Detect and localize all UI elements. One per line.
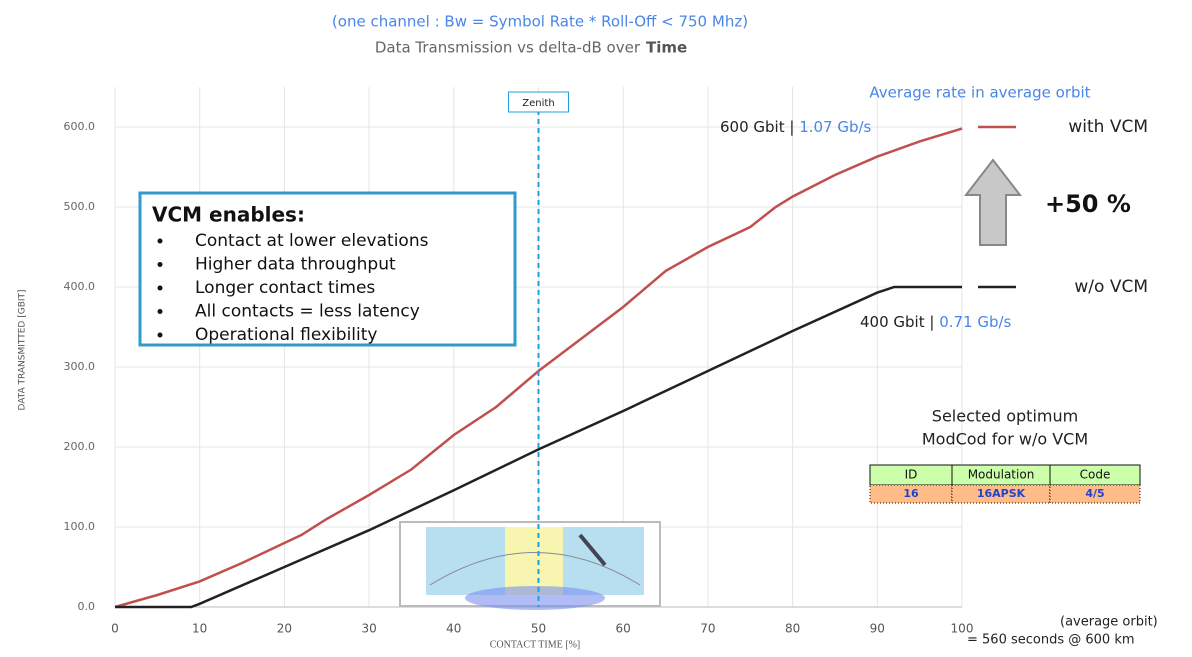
x-tick-label: 50 bbox=[531, 622, 546, 636]
legend-label: with VCM bbox=[1068, 117, 1148, 137]
legend-label: w/o VCM bbox=[1074, 277, 1148, 297]
x-tick-label: 30 bbox=[361, 622, 376, 636]
header-text: Code bbox=[1080, 468, 1111, 482]
zenith-box bbox=[508, 91, 569, 113]
row-cell bbox=[1049, 484, 1141, 504]
bullet bbox=[157, 309, 163, 314]
vcm-items: Contact at lower elevations Higher data t… bbox=[157, 231, 429, 345]
footnote: = 560 seconds @ 600 km bbox=[967, 633, 1135, 648]
vcm-item: Higher data throughput bbox=[195, 255, 396, 275]
y-tick-label: 0.0 bbox=[78, 600, 96, 613]
bullet bbox=[157, 238, 163, 244]
series-line bbox=[115, 285, 962, 609]
x-tick-label: 70 bbox=[700, 622, 715, 636]
rate-heading: Average rate in average orbit bbox=[869, 84, 1090, 102]
footnote: (average orbit) bbox=[1060, 615, 1158, 630]
rate-label: 0.71 Gb/s bbox=[939, 313, 1011, 331]
vcm-title: VCM enables: bbox=[152, 203, 305, 227]
vcm-item: All contacts = less latency bbox=[195, 302, 420, 322]
x-tick-label: 10 bbox=[192, 622, 207, 636]
x-tick-label: 90 bbox=[870, 622, 885, 636]
vcm-item: Longer contact times bbox=[195, 278, 375, 298]
total-label: 400 Gbit | bbox=[860, 313, 939, 331]
vcm-item: Operational flexibility bbox=[195, 325, 377, 345]
total-label: 600 Gbit | bbox=[720, 118, 799, 136]
modcod-title: ModCod for w/o VCM bbox=[922, 430, 1088, 449]
row-text: 16APSK bbox=[977, 487, 1026, 500]
marks: Zenith bbox=[114, 91, 963, 609]
end-label: 400 Gbit | 0.71 Gb/s bbox=[860, 313, 1012, 331]
bullet bbox=[157, 262, 163, 267]
subtitle: (one channel : Bw = Symbol Rate * Roll-O… bbox=[332, 13, 748, 31]
rate-label: 1.07 Gb/s bbox=[799, 118, 871, 136]
vcm-item: Contact at lower elevations bbox=[195, 231, 429, 251]
y-tick-label: 500.0 bbox=[64, 200, 96, 213]
y-tick-label: 400.0 bbox=[64, 280, 96, 293]
x-tick-label: 100 bbox=[951, 622, 974, 636]
modcod-title: Selected optimum bbox=[932, 407, 1078, 426]
y-tick-label: 300.0 bbox=[64, 360, 96, 373]
x-axis-label: CONTACT TIME [%] bbox=[490, 639, 581, 650]
inset-diagram bbox=[399, 521, 661, 610]
x-tick-label: 60 bbox=[616, 622, 631, 636]
bullet bbox=[157, 285, 163, 291]
row-cell bbox=[951, 484, 1051, 504]
x-tick-label: 80 bbox=[785, 622, 800, 636]
header-text: ID bbox=[905, 468, 918, 482]
y-tick-label: 200.0 bbox=[64, 440, 96, 453]
y-tick-label: 600.0 bbox=[64, 120, 96, 133]
x-tick-label: 40 bbox=[446, 622, 461, 636]
row-text: 16 bbox=[903, 487, 919, 500]
y-axis-label: DATA TRANSMITTED [GBIT] bbox=[18, 289, 28, 410]
modcod-table: ID Modulation Code 16 16APSK 4/5 bbox=[869, 464, 1141, 504]
row-text: 4/5 bbox=[1085, 487, 1104, 500]
x-tick-label: 20 bbox=[277, 622, 292, 636]
title-emphasis: Time bbox=[646, 39, 687, 57]
x-tick-label: 0 bbox=[111, 622, 119, 636]
gain-label: +50 % bbox=[1045, 190, 1131, 218]
y-tick-label: 100.0 bbox=[64, 520, 96, 533]
zenith-label: Zenith bbox=[522, 98, 554, 109]
gain-arrow bbox=[963, 158, 1023, 246]
bullet bbox=[157, 332, 163, 338]
title: Data Transmission vs delta-dB over bbox=[375, 39, 641, 57]
end-label: 600 Gbit | 1.07 Gb/s bbox=[720, 118, 872, 136]
header-text: Modulation bbox=[968, 468, 1035, 482]
vcm-box bbox=[138, 191, 517, 347]
